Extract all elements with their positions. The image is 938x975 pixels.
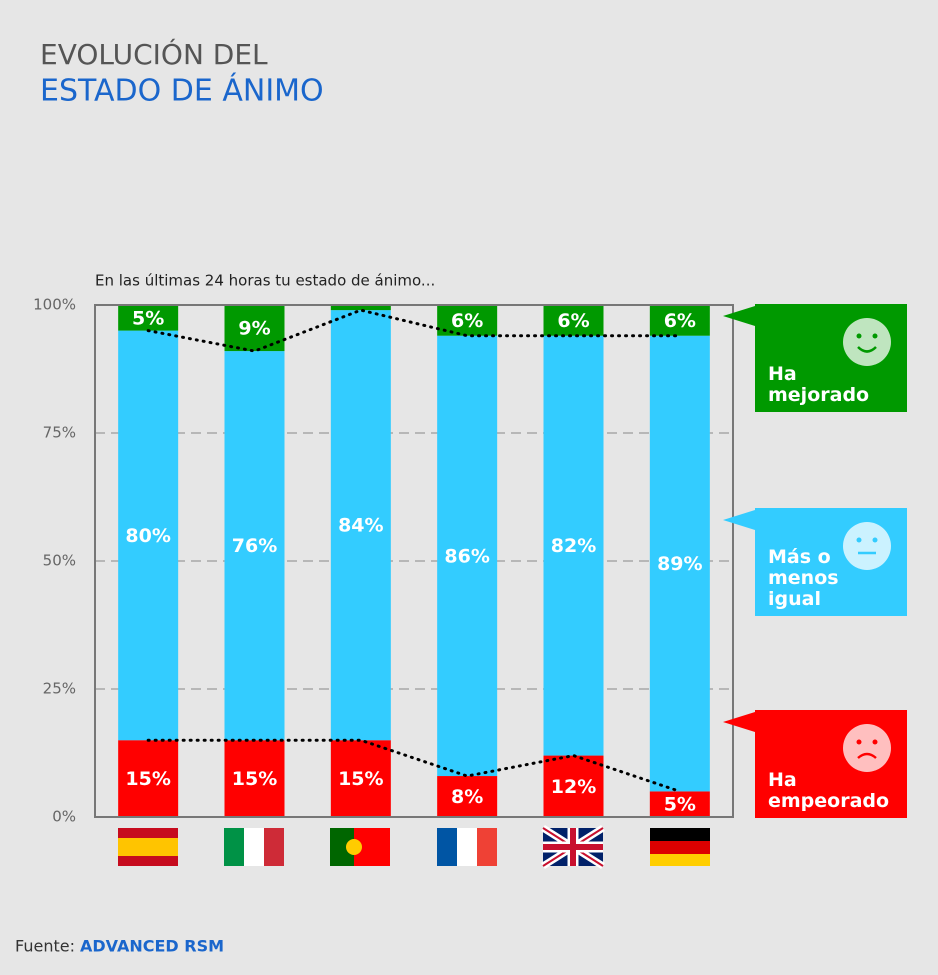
bar-segment <box>649 335 710 792</box>
face <box>843 318 891 366</box>
legend-label: Ha mejorado <box>768 363 870 406</box>
legend-pointer <box>723 306 755 326</box>
legend-pointer <box>723 712 755 732</box>
bar-segment <box>118 740 179 817</box>
eye <box>856 333 862 339</box>
plot-frame <box>94 304 734 818</box>
legend-icon <box>843 724 891 772</box>
value-label: 84% <box>338 515 383 537</box>
value-label: 15% <box>125 768 170 790</box>
value-label: 76% <box>232 535 277 557</box>
trend-line <box>146 308 682 353</box>
eye <box>872 333 878 339</box>
bar-segment <box>437 776 498 817</box>
source-label: Fuente: <box>15 937 75 956</box>
bar-segment <box>543 305 604 336</box>
value-label: 15% <box>338 768 383 790</box>
bar-segment <box>437 335 498 777</box>
bar-segment <box>330 740 391 817</box>
value-label: 89% <box>657 553 702 575</box>
eye <box>872 537 878 543</box>
value-label: 15% <box>232 768 277 790</box>
mouth <box>857 752 877 759</box>
eye <box>856 537 862 543</box>
eye <box>856 739 862 745</box>
bar-segment <box>118 305 179 331</box>
chart-title: EVOLUCIÓN DEL <box>40 37 268 71</box>
y-tick-label: 25% <box>43 680 76 698</box>
y-tick-label: 100% <box>33 296 76 314</box>
legend-label: Más o menos igual <box>768 546 839 610</box>
bar-segment <box>649 791 710 817</box>
value-label: 9% <box>238 318 270 340</box>
value-label: 86% <box>444 545 489 567</box>
value-label: 8% <box>451 786 483 808</box>
bar-segment <box>224 351 285 741</box>
legend-icon <box>843 522 891 570</box>
bar-segment <box>330 310 391 741</box>
bar-segment <box>118 330 179 741</box>
bar-segment <box>224 305 285 352</box>
mouth <box>857 346 877 353</box>
bar-segment <box>543 335 604 756</box>
bar-segment <box>330 305 391 311</box>
value-label: 6% <box>557 310 589 332</box>
value-label: 82% <box>551 535 596 557</box>
legend-icon <box>843 318 891 366</box>
face <box>843 522 891 570</box>
value-label: 80% <box>125 525 170 547</box>
value-label: 6% <box>451 310 483 332</box>
value-label: 6% <box>664 310 696 332</box>
flags <box>118 825 710 869</box>
bar-segment <box>649 305 710 336</box>
y-tick-label: 75% <box>43 424 76 442</box>
value-label: 12% <box>551 776 596 798</box>
bar-segment <box>437 305 498 336</box>
bar-segment <box>543 755 604 817</box>
y-tick-label: 0% <box>52 808 76 826</box>
legend-label: Ha empeorado <box>768 769 890 812</box>
legend-pointer <box>723 510 755 530</box>
value-label: 5% <box>132 307 164 329</box>
face <box>843 724 891 772</box>
source: ADVANCED RSM <box>80 937 224 956</box>
value-label: 5% <box>664 794 696 816</box>
bar-segment <box>224 740 285 817</box>
y-tick-label: 50% <box>43 552 76 570</box>
subtitle: En las últimas 24 horas tu estado de áni… <box>95 272 435 290</box>
eye <box>872 739 878 745</box>
chart-title-highlight: ESTADO DE ÁNIMO <box>40 73 324 109</box>
